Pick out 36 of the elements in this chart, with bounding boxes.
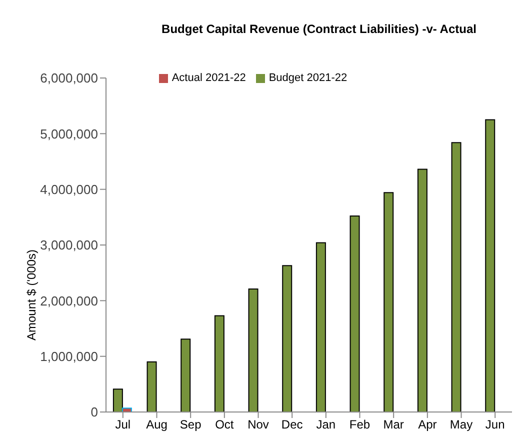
y-tick-label: 6,000,000: [40, 70, 98, 86]
y-axis-title: Amount $ ('000s): [24, 249, 38, 341]
x-tick-label: Mar: [383, 418, 404, 432]
bar: [384, 192, 394, 412]
bar: [350, 216, 360, 412]
bar: [122, 408, 132, 412]
legend-label: Budget 2021-22: [268, 72, 348, 84]
x-tick-label: Aug: [146, 418, 168, 432]
bar: [316, 242, 326, 412]
y-tick-label: 1,000,000: [40, 348, 98, 364]
x-tick-label: Jul: [115, 418, 131, 432]
x-tick-label: Jun: [485, 418, 505, 432]
x-tick-label: May: [450, 418, 473, 432]
y-tick-label: 0: [90, 404, 98, 420]
x-tick-label: Feb: [349, 418, 370, 432]
y-tick-label: 2,000,000: [40, 293, 98, 308]
y-tick-label: 3,000,000: [40, 238, 98, 253]
x-tick-label: Oct: [215, 418, 234, 432]
bar: [417, 168, 428, 412]
bar: [180, 338, 191, 412]
bar: [451, 142, 462, 412]
legend-label: Actual 2021-22: [172, 72, 246, 84]
x-tick-label: Dec: [281, 418, 303, 432]
x-tick-label: Apr: [418, 418, 437, 432]
x-tick-label: Jan: [316, 418, 336, 432]
bar: [485, 119, 496, 412]
x-tick-label: Nov: [248, 418, 269, 432]
y-tick-label: 5,000,000: [40, 126, 98, 142]
y-tick-label: 4,000,000: [40, 182, 98, 197]
x-tick-label: Sep: [180, 418, 202, 432]
chart-title: Budget Capital Revenue (Contract Liabilities) -v- Actual: [160, 21, 478, 38]
bar: [214, 315, 224, 412]
bar: [248, 288, 258, 412]
bar: [112, 388, 123, 412]
bar: [146, 361, 157, 412]
bar: [282, 265, 292, 412]
